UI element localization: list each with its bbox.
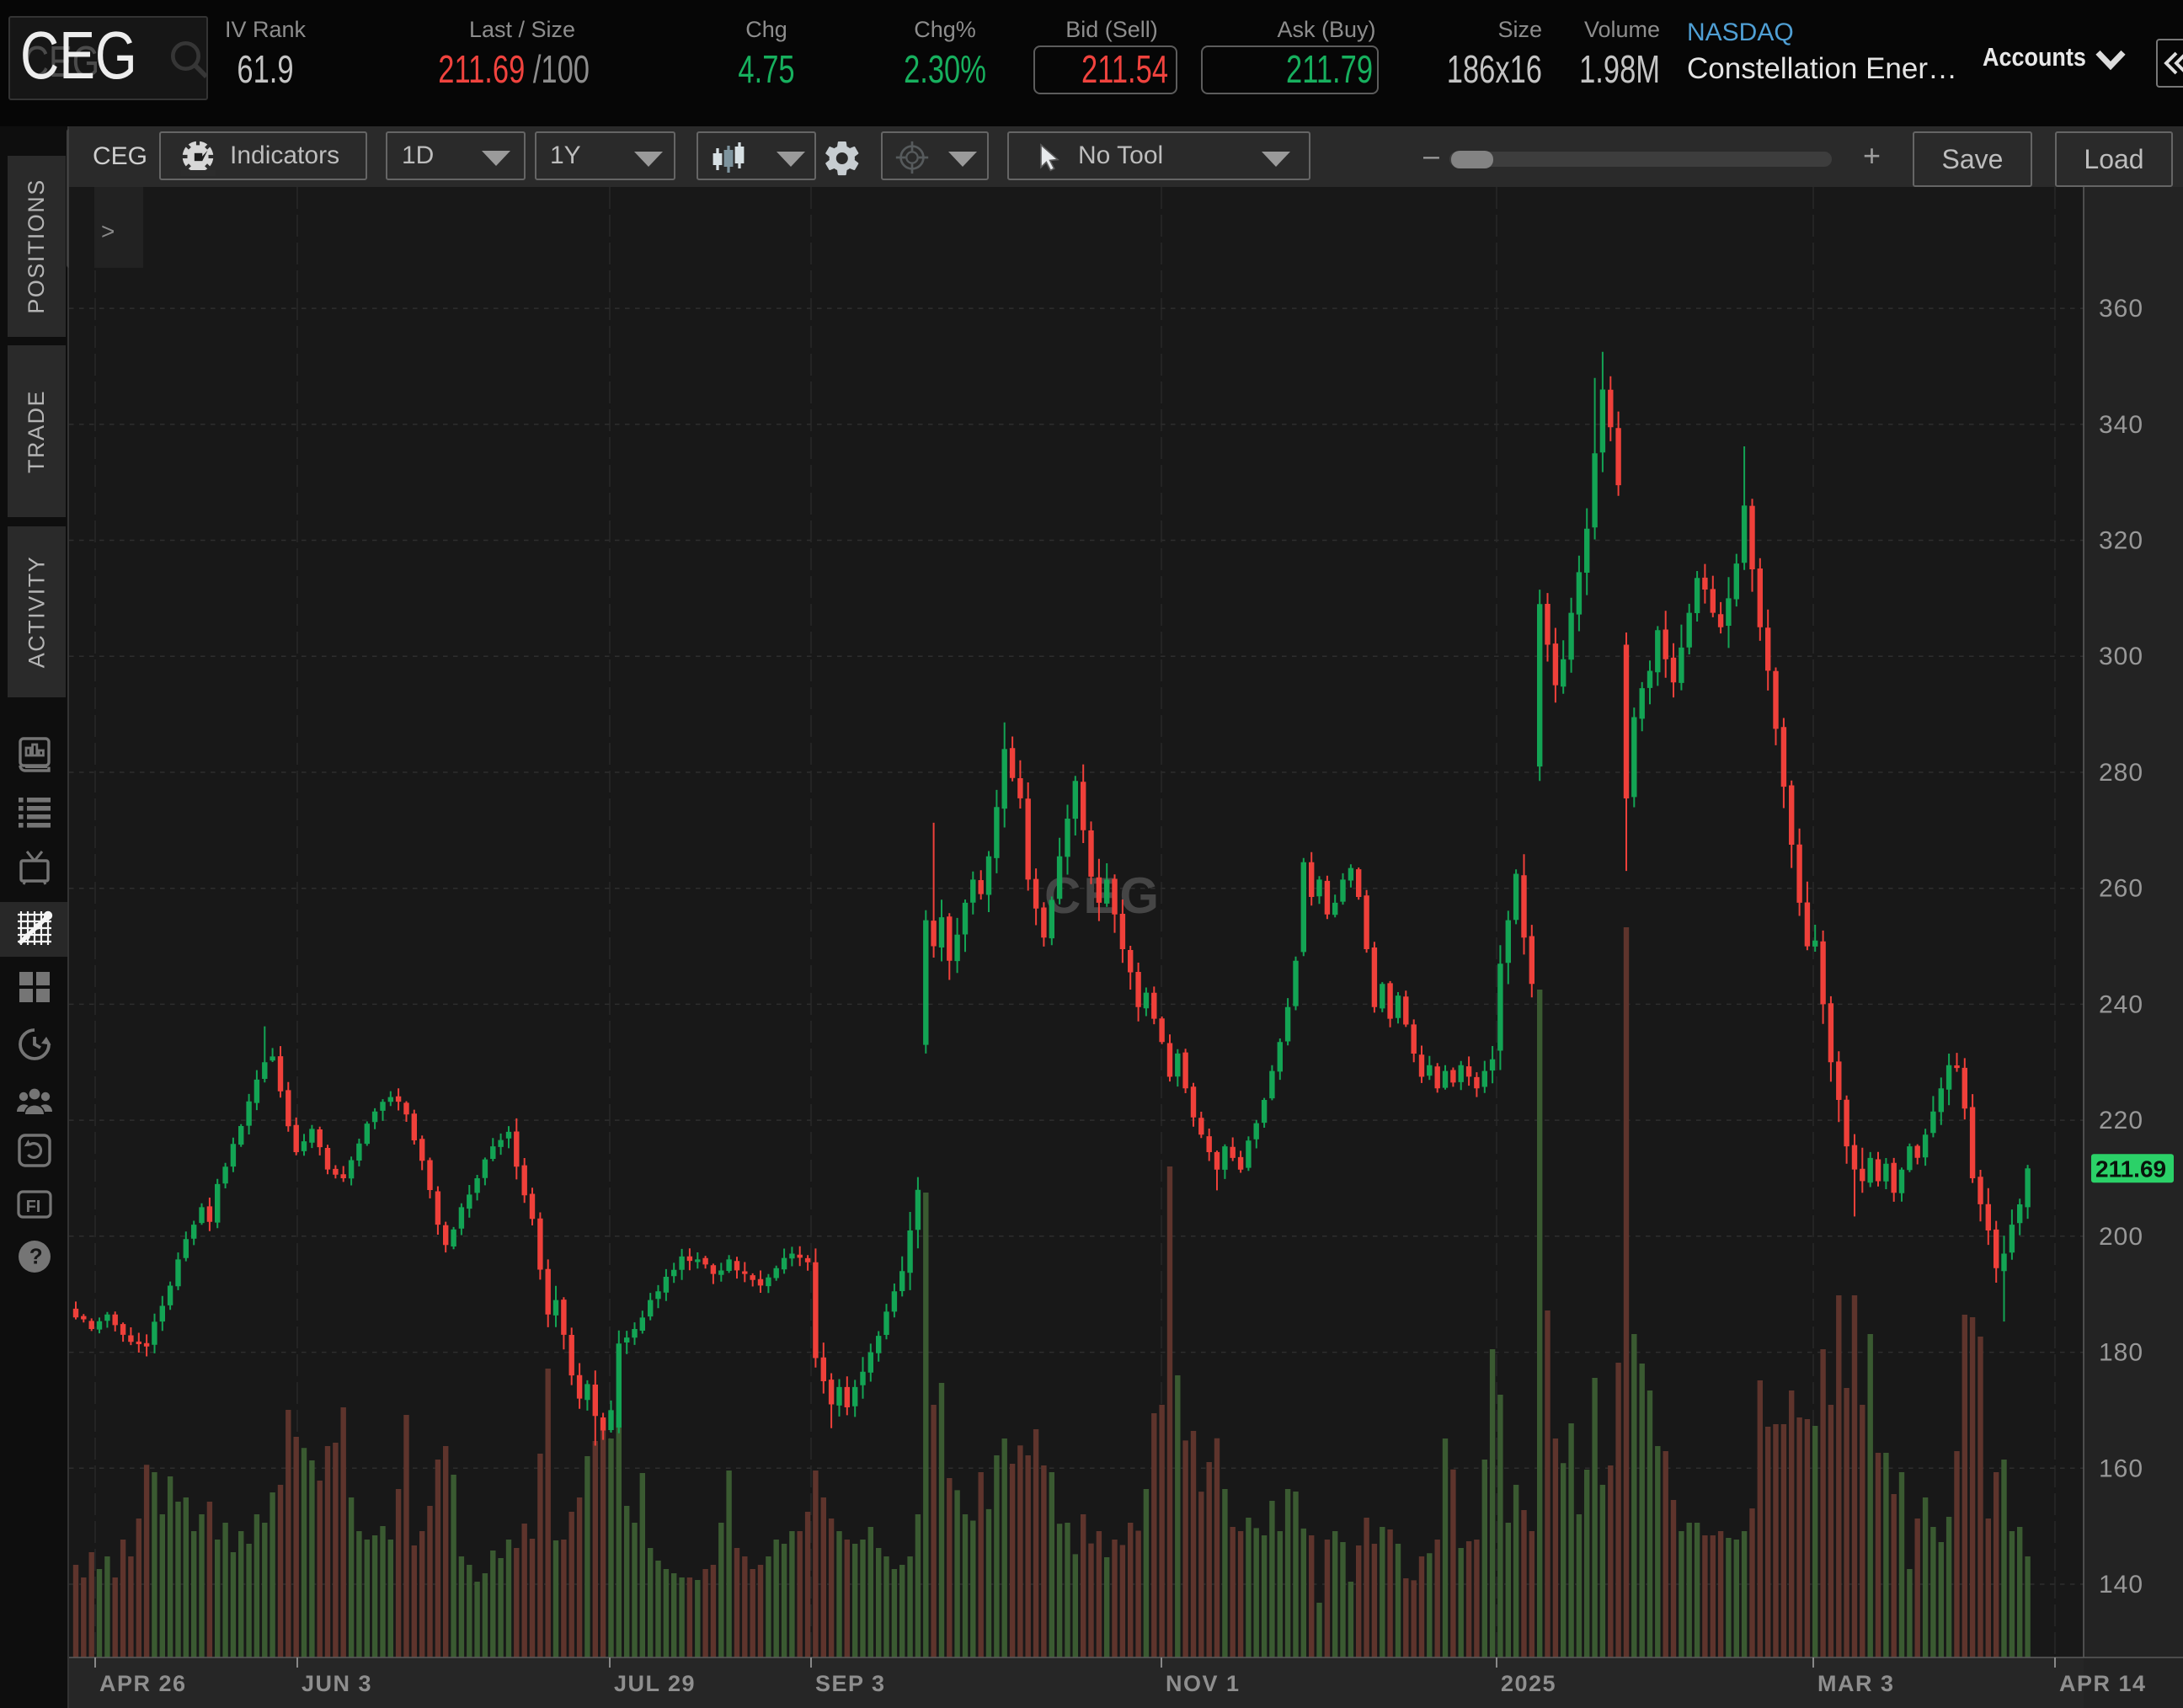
svg-text:FI: FI — [26, 1198, 41, 1216]
svg-text:360: 360 — [2099, 295, 2143, 323]
svg-text:180: 180 — [2099, 1339, 2143, 1367]
svg-text:240: 240 — [2099, 990, 2143, 1018]
svg-text:NOV 1: NOV 1 — [1166, 1671, 1241, 1696]
svg-text:JUN 3: JUN 3 — [302, 1671, 372, 1696]
svg-text:APR 26: APR 26 — [99, 1671, 187, 1696]
svg-text:200: 200 — [2099, 1223, 2143, 1251]
svg-text:280: 280 — [2099, 759, 2143, 787]
svg-text:260: 260 — [2099, 875, 2143, 903]
svg-text:>: > — [101, 218, 115, 244]
svg-text:MAR 3: MAR 3 — [1817, 1671, 1895, 1696]
svg-text:?: ? — [29, 1243, 43, 1268]
svg-text:2025: 2025 — [1501, 1671, 1556, 1696]
svg-text:220: 220 — [2099, 1107, 2143, 1134]
svg-text:320: 320 — [2099, 527, 2143, 555]
svg-text:160: 160 — [2099, 1454, 2143, 1482]
svg-text:300: 300 — [2099, 643, 2143, 670]
svg-text:140: 140 — [2099, 1571, 2143, 1599]
svg-text:211.69: 211.69 — [2095, 1156, 2166, 1182]
svg-text:SEP 3: SEP 3 — [815, 1671, 886, 1696]
svg-text:APR 14: APR 14 — [2059, 1671, 2147, 1696]
svg-text:JUL 29: JUL 29 — [614, 1671, 696, 1696]
svg-text:340: 340 — [2099, 411, 2143, 439]
